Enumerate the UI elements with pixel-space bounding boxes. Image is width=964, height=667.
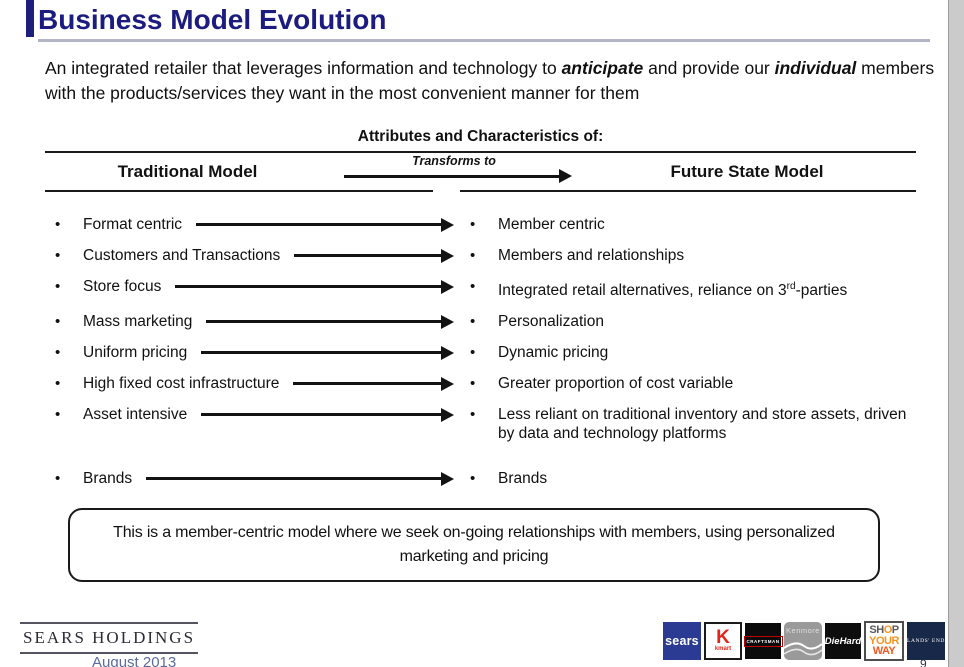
traditional-item: High fixed cost infrastructure xyxy=(83,375,280,393)
transform-arrow-icon xyxy=(201,345,454,361)
page-number: 9 xyxy=(920,657,927,667)
bullet-icon: • xyxy=(55,375,61,393)
intro-text: members with the products/services they … xyxy=(45,58,935,103)
craftsman-logo: CRAFTSMAN xyxy=(743,623,783,659)
bullet-icon: • xyxy=(55,344,61,362)
bullet-icon: • xyxy=(470,247,476,264)
title-accent-bar xyxy=(26,0,34,37)
traditional-item: Mass marketing xyxy=(83,313,193,331)
table-row: • Mass marketing • Personalization xyxy=(45,306,916,337)
footer-date: August 2013 xyxy=(92,654,177,667)
future-item: Brands xyxy=(498,470,548,488)
intro-emphasis-anticipate: anticipate xyxy=(561,58,644,78)
bullet-icon: • xyxy=(470,470,476,488)
future-item: Dynamic pricing xyxy=(498,344,609,362)
table-row: • Format centric • Member centric xyxy=(45,209,916,240)
bullet-icon: • xyxy=(55,278,61,295)
summary-callout-box: This is a member-centric model where we … xyxy=(68,508,880,582)
bullet-icon: • xyxy=(470,313,476,331)
intro-emphasis-individual: individual xyxy=(774,58,857,78)
intro-paragraph: An integrated retailer that leverages in… xyxy=(45,56,937,106)
table-row: • High fixed cost infrastructure • Great… xyxy=(45,368,916,399)
transform-arrow-icon xyxy=(175,279,454,295)
shop-your-way-logo: SHOP YOUR WAY xyxy=(864,621,904,661)
transforms-arrow-icon xyxy=(344,168,572,184)
summary-text: This is a member-centric model where we … xyxy=(113,524,835,565)
table-row: • Customers and Transactions • Members a… xyxy=(45,240,916,271)
transform-arrow-icon xyxy=(294,248,454,264)
future-item: Member centric xyxy=(498,216,605,233)
future-item: Less reliant on traditional inventory an… xyxy=(498,406,907,443)
kmart-logo: K kmart xyxy=(704,622,742,660)
lands-end-logo: LANDS' END xyxy=(907,622,945,660)
header-underline-left xyxy=(45,190,433,192)
sears-logo: sears xyxy=(663,622,701,660)
table-top-rule xyxy=(45,151,916,153)
table-header-row: Traditional Model Transforms to Future S… xyxy=(45,153,916,190)
kenmore-logo: Kenmore xyxy=(784,622,822,660)
traditional-item: Customers and Transactions xyxy=(83,247,281,264)
bullet-icon: • xyxy=(470,278,476,295)
header-underline-right xyxy=(460,190,916,192)
brand-logo-strip: sears K kmart CRAFTSMAN Kenmore DieHard … xyxy=(663,620,945,662)
transform-arrow-icon xyxy=(196,217,454,233)
traditional-item: Format centric xyxy=(83,216,183,233)
column-header-traditional: Traditional Model xyxy=(117,162,258,181)
header-underline-gap xyxy=(433,190,460,192)
header-underline xyxy=(45,190,916,192)
table-row: • Uniform pricing • Dynamic pricing xyxy=(45,337,916,368)
table-row: • Brands • Brands xyxy=(45,463,916,494)
bullet-icon: • xyxy=(55,216,61,233)
transform-arrow-icon xyxy=(206,314,454,330)
attributes-table: Attributes and Characteristics of: Tradi… xyxy=(45,128,916,494)
bullet-icon: • xyxy=(55,247,61,264)
future-item: Members and relationships xyxy=(498,247,685,264)
bullet-icon: • xyxy=(470,344,476,362)
page-title: Business Model Evolution xyxy=(38,4,387,35)
bullet-icon: • xyxy=(470,406,476,424)
title-underline xyxy=(38,39,930,42)
viewer-gutter xyxy=(948,0,964,667)
traditional-item: Asset intensive xyxy=(83,406,188,424)
column-header-future: Future State Model xyxy=(670,162,824,181)
transform-arrow-icon xyxy=(201,407,454,423)
sears-holdings-logo: SEARS HOLDINGS xyxy=(20,622,199,654)
traditional-item: Brands xyxy=(83,470,133,488)
transform-arrow-icon xyxy=(146,471,454,487)
table-row: • Store focus • Integrated retail altern… xyxy=(45,271,916,306)
sears-holdings-wordmark: SEARS HOLDINGS xyxy=(20,622,199,654)
traditional-item: Uniform pricing xyxy=(83,344,188,362)
bullet-icon: • xyxy=(55,406,61,424)
transforms-to-block: Transforms to xyxy=(330,153,578,184)
bullet-icon: • xyxy=(470,375,476,393)
intro-text: An integrated retailer that leverages in… xyxy=(45,58,562,78)
diehard-logo: DieHard xyxy=(825,623,861,659)
superscript-rd: rd xyxy=(786,281,796,292)
bullet-icon: • xyxy=(55,313,61,331)
future-item: Integrated retail alternatives, reliance… xyxy=(498,281,848,300)
bullet-icon: • xyxy=(470,216,476,233)
transforms-to-label: Transforms to xyxy=(412,154,496,168)
intro-text: and provide our xyxy=(643,58,775,78)
comparison-rows: • Format centric • Member centric • Cust… xyxy=(45,209,916,494)
kenmore-waves-icon xyxy=(784,642,822,656)
traditional-item: Store focus xyxy=(83,278,162,295)
future-item: Greater proportion of cost variable xyxy=(498,375,734,393)
future-item: Personalization xyxy=(498,313,604,331)
bullet-icon: • xyxy=(55,470,61,488)
transform-arrow-icon xyxy=(293,376,454,392)
table-row: • Asset intensive • Less reliant on trad… xyxy=(45,399,916,449)
table-caption: Attributes and Characteristics of: xyxy=(357,128,604,145)
